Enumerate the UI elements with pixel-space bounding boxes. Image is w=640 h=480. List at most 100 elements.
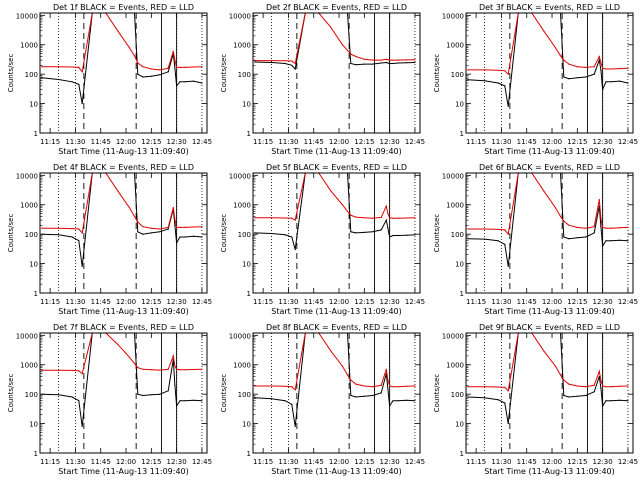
lld-data-point: [58, 227, 60, 229]
events-data-point: [176, 405, 178, 407]
lld-data-point: [176, 66, 178, 68]
lld-data-point: [497, 386, 499, 388]
lld-data-point: [330, 26, 332, 28]
y-tick-label: 1000: [233, 362, 251, 370]
lld-data-point: [350, 53, 352, 55]
events-data-point: [627, 400, 629, 402]
x-tick-label: 12:15: [354, 458, 374, 466]
x-tick-label: 11:30: [65, 138, 85, 146]
lld-data-point: [192, 226, 195, 228]
lld-data-point: [576, 226, 578, 228]
events-data-point: [184, 81, 186, 83]
events-data-point: [192, 80, 195, 82]
events-data-point: [355, 396, 357, 398]
events-data-point: [497, 240, 499, 242]
lld-data-point: [128, 47, 130, 49]
lld-data-point: [254, 385, 256, 387]
events-data-point: [387, 62, 389, 64]
events-data-point: [41, 77, 43, 79]
events-data-point: [142, 76, 144, 78]
y-axis-label: Counts/sec: [433, 214, 441, 253]
x-tick-label: 12:00: [116, 298, 136, 306]
lld-data-point: [563, 220, 565, 222]
y-tick-label: 10000: [442, 12, 464, 20]
events-data-point: [610, 400, 612, 402]
lld-data-point: [627, 67, 629, 69]
x-tick-label: 11:45: [304, 298, 324, 306]
lld-data-point: [133, 362, 136, 365]
lld-series-line: [41, 172, 202, 235]
lld-data-point: [563, 379, 565, 381]
lld-data-point: [291, 386, 293, 388]
y-tick-label: 100: [451, 391, 464, 399]
y-tick-label: 100: [451, 231, 464, 239]
events-data-point: [254, 232, 256, 234]
x-tick-label: 12:30: [380, 138, 400, 146]
lld-data-point: [504, 386, 506, 388]
events-data-point: [576, 237, 578, 239]
lld-data-point: [559, 55, 562, 57]
lld-data-point: [41, 66, 43, 68]
plot-frame: [465, 172, 634, 294]
lld-data-point: [507, 73, 509, 75]
x-tick-label: 11:15: [40, 298, 60, 306]
lld-data-point: [414, 217, 416, 219]
events-data-point: [294, 425, 296, 427]
y-tick-label: 1000: [446, 42, 464, 50]
lld-data-point: [81, 373, 83, 375]
events-data-point: [507, 423, 509, 425]
events-data-point: [78, 240, 80, 242]
events-data-point: [167, 390, 169, 392]
lld-series-line: [41, 12, 202, 74]
events-data-point: [507, 265, 509, 267]
x-tick-label: 12:30: [380, 458, 400, 466]
events-data-point: [585, 76, 587, 78]
lld-series-line: [41, 332, 202, 375]
panel-det-2: Det 2f BLACK = Events, RED = LLD 1 10 100 10…: [220, 3, 425, 156]
lld-data-point: [291, 60, 293, 62]
lld-data-point: [150, 68, 152, 70]
panel-title: Det 7f BLACK = Events, RED = LLD: [53, 323, 194, 332]
lld-data-point: [585, 227, 587, 229]
lld-data-point: [133, 55, 136, 57]
events-data-point: [605, 81, 607, 83]
events-data-point: [576, 395, 578, 397]
y-axis-label: Counts/sec: [7, 214, 15, 253]
events-data-point: [504, 85, 506, 87]
lld-data-point: [467, 386, 469, 388]
lld-data-point: [497, 69, 499, 71]
x-tick-label: 11:15: [466, 298, 486, 306]
events-data-point: [602, 88, 604, 91]
events-data-point: [294, 248, 296, 251]
events-data-point: [405, 399, 408, 401]
lld-data-point: [484, 69, 486, 71]
panel-det-7: Det 7f BLACK = Events, RED = LLD 1 10 100 10…: [7, 323, 212, 476]
y-tick-label: 100: [25, 231, 38, 239]
lld-data-point: [389, 217, 391, 219]
events-data-point: [504, 243, 506, 245]
y-tick-label: 10000: [229, 12, 251, 20]
lld-data-point: [397, 386, 399, 388]
x-tick-label: 11:30: [65, 298, 85, 306]
lld-data-point: [600, 217, 602, 219]
lld-data-point: [593, 384, 595, 386]
x-tick-label: 12:45: [192, 458, 212, 466]
lld-data-point: [605, 68, 607, 70]
lld-data-point: [387, 59, 389, 61]
x-tick-label: 11:30: [278, 138, 298, 146]
lld-data-point: [184, 369, 186, 371]
events-data-point: [380, 62, 382, 64]
events-series-line: [41, 172, 202, 267]
events-data-point: [291, 64, 293, 66]
x-axis-label: Start Time (11-Aug-13 11:09:40): [58, 147, 189, 156]
x-tick-label: 12:45: [192, 298, 212, 306]
y-tick-label: 1: [460, 290, 464, 298]
panel-title: Det 5f BLACK = Events, RED = LLD: [266, 163, 407, 172]
lld-data-point: [71, 369, 73, 371]
y-tick-label: 1: [247, 450, 251, 458]
y-tick-label: 10: [455, 261, 464, 269]
events-data-point: [350, 231, 352, 233]
events-data-point: [291, 236, 293, 238]
events-data-point: [192, 399, 195, 401]
